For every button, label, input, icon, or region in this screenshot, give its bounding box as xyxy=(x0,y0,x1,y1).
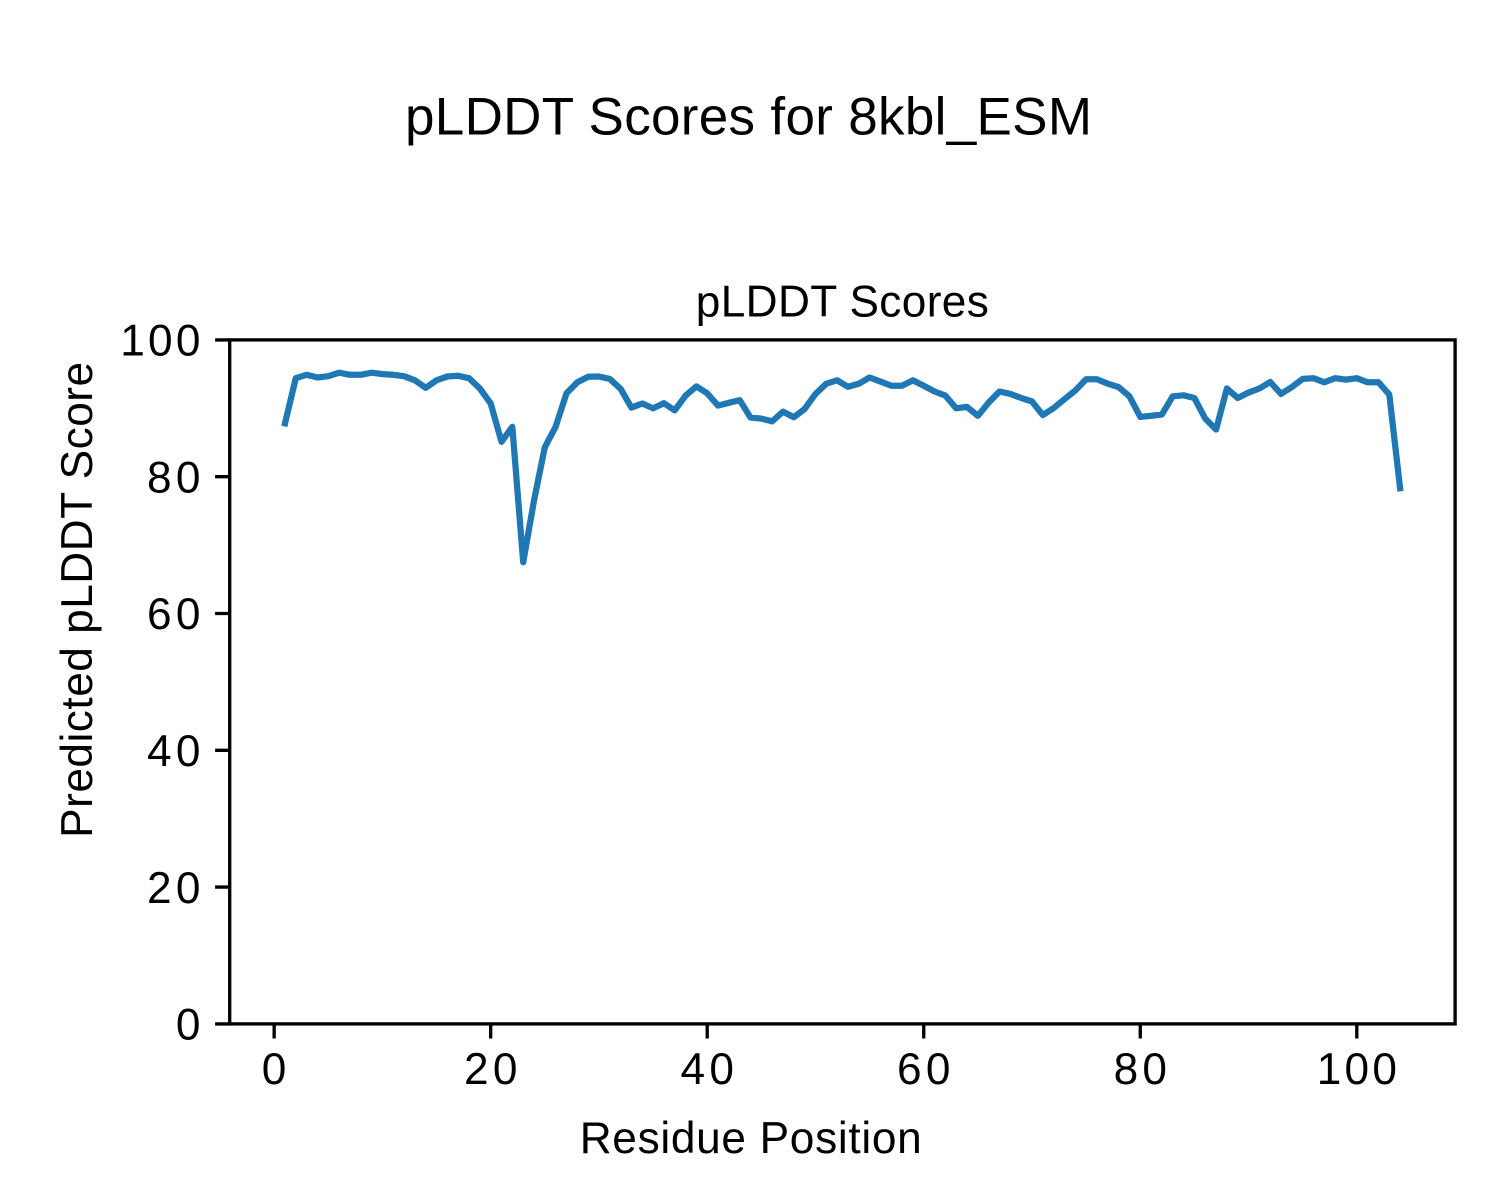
svg-text:pLDDT Scores for 8kbl_ESM: pLDDT Scores for 8kbl_ESM xyxy=(405,87,1092,146)
svg-text:pLDDT Scores: pLDDT Scores xyxy=(696,278,989,327)
svg-text:0: 0 xyxy=(176,1001,201,1050)
svg-text:100: 100 xyxy=(1317,1045,1397,1094)
svg-text:Predicted pLDDT Score: Predicted pLDDT Score xyxy=(53,362,102,838)
svg-text:Residue Position: Residue Position xyxy=(580,1114,922,1163)
svg-text:0: 0 xyxy=(262,1045,287,1094)
svg-text:100: 100 xyxy=(120,317,200,366)
